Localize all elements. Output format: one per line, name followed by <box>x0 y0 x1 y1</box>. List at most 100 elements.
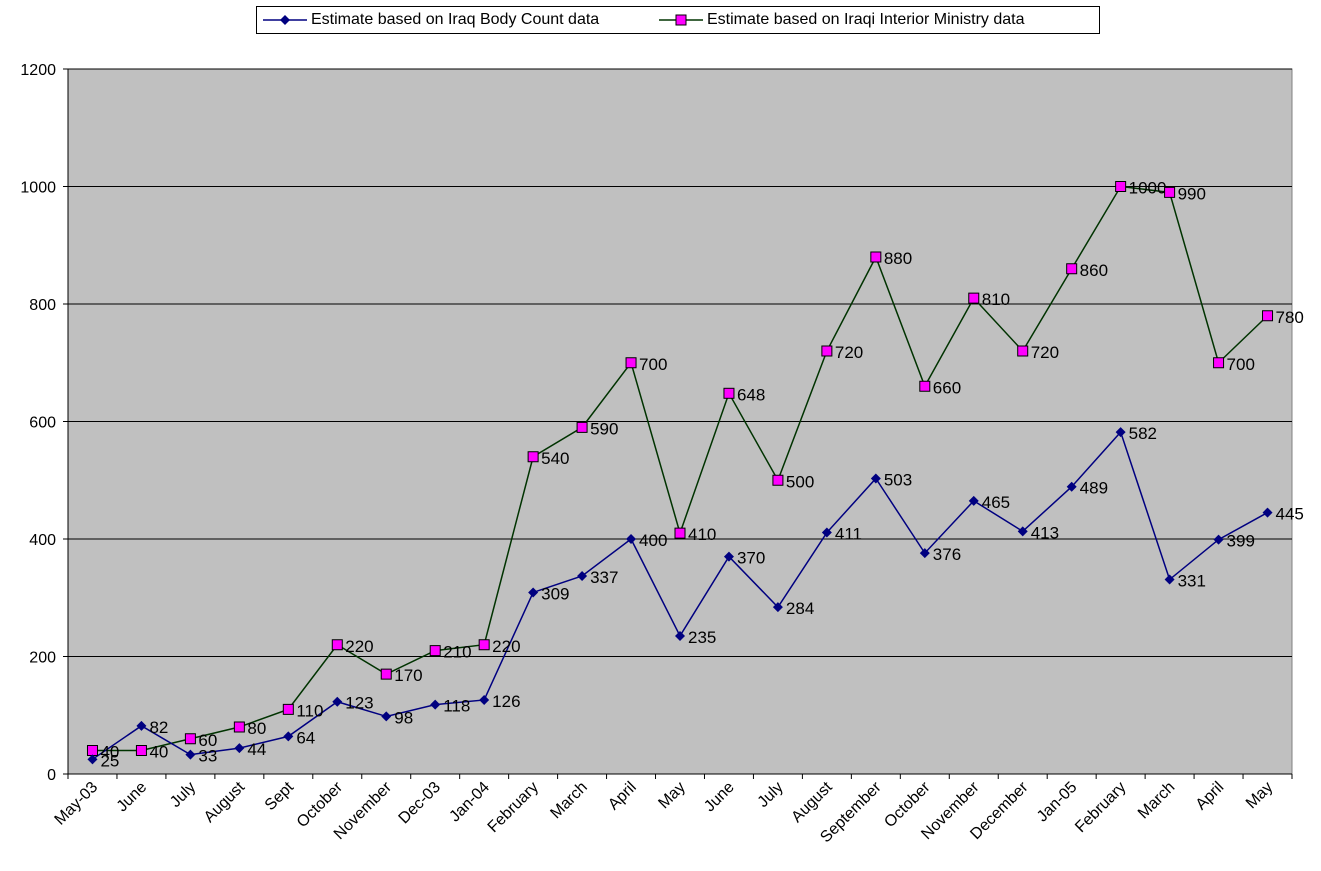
data-point-series-2 <box>184 733 196 745</box>
data-label-series-2: 700 <box>1227 355 1255 374</box>
legend-label-series-2: Estimate based on Iraqi Interior Ministr… <box>707 11 1025 28</box>
x-tick-label: July <box>755 779 787 811</box>
data-point-series-2 <box>527 451 539 463</box>
x-tick-label: May-03 <box>52 779 102 829</box>
y-tick-label: 600 <box>29 415 56 432</box>
data-point-series-2 <box>1164 186 1176 198</box>
data-point-series-2 <box>576 421 588 433</box>
legend-item-iraq-body-count: Estimate based on Iraq Body Count data <box>263 7 599 33</box>
data-label-series-1: 582 <box>1129 424 1157 443</box>
data-label-series-1: 64 <box>296 728 315 747</box>
x-tick-label: August <box>788 778 836 826</box>
data-point-series-1 <box>430 699 441 710</box>
data-point-series-1 <box>332 696 343 707</box>
chart-legend: Estimate based on Iraq Body Count data E… <box>256 6 1100 34</box>
data-point-series-1 <box>1066 481 1077 492</box>
x-tick-label: March <box>547 779 590 822</box>
data-label-series-2: 220 <box>492 637 520 656</box>
legend-label-series-1: Estimate based on Iraq Body Count data <box>311 11 600 28</box>
x-tick-label: Jan-05 <box>1034 779 1081 826</box>
data-point-series-1 <box>1262 507 1273 518</box>
data-label-series-2: 880 <box>884 249 912 268</box>
data-label-series-1: 44 <box>247 740 266 759</box>
legend-diamond-marker-icon <box>263 15 307 25</box>
y-tick-label: 1000 <box>20 180 56 197</box>
data-point-series-1 <box>185 749 196 760</box>
data-point-series-2 <box>1017 345 1029 357</box>
data-point-series-2 <box>674 527 686 539</box>
x-tick-label: August <box>201 778 249 826</box>
data-label-series-2: 1000 <box>1129 179 1167 198</box>
data-label-series-2: 170 <box>394 666 422 685</box>
data-point-series-1 <box>675 630 685 641</box>
data-label-series-2: 500 <box>786 472 814 491</box>
data-label-series-2: 700 <box>639 355 667 374</box>
data-point-series-1 <box>772 602 783 613</box>
data-point-series-1 <box>1115 427 1126 438</box>
data-label-series-2: 40 <box>100 743 119 762</box>
data-label-series-2: 410 <box>688 525 716 544</box>
data-point-series-2 <box>282 703 294 715</box>
x-tick-label: April <box>605 779 640 814</box>
x-tick-label: April <box>1193 779 1228 814</box>
x-tick-label: Jan-04 <box>446 779 493 826</box>
data-point-series-1 <box>1017 526 1028 537</box>
data-label-series-1: 235 <box>688 628 716 647</box>
data-point-series-2 <box>723 387 735 399</box>
data-label-series-1: 465 <box>982 493 1010 512</box>
legend-square-marker-icon <box>659 14 703 26</box>
data-label-series-2: 210 <box>443 643 471 662</box>
data-label-series-2: 220 <box>345 637 373 656</box>
data-label-series-1: 98 <box>394 708 413 727</box>
y-tick-label: 800 <box>29 297 56 314</box>
y-tick-label: 200 <box>29 650 56 667</box>
data-label-series-1: 284 <box>786 599 814 618</box>
data-point-series-2 <box>478 639 490 651</box>
data-point-series-2 <box>625 357 637 369</box>
data-point-series-1 <box>626 534 637 544</box>
data-point-series-2 <box>772 474 784 486</box>
data-label-series-2: 648 <box>737 385 765 404</box>
data-label-series-1: 25 <box>100 751 119 770</box>
data-label-series-2: 720 <box>835 343 863 362</box>
data-label-series-1: 337 <box>590 568 618 587</box>
data-point-series-2 <box>968 292 980 304</box>
x-tick-label: February <box>1072 779 1129 836</box>
x-tick-label: July <box>167 779 199 811</box>
data-label-series-1: 399 <box>1227 532 1255 551</box>
y-tick-label: 1200 <box>20 62 56 79</box>
x-tick-label: Dec-03 <box>396 779 445 828</box>
data-label-series-1: 370 <box>737 549 765 568</box>
data-label-series-1: 376 <box>933 545 961 564</box>
data-label-series-1: 411 <box>835 525 862 544</box>
x-tick-label: June <box>701 779 738 816</box>
x-tick-label: May <box>655 779 688 812</box>
data-point-series-1 <box>528 587 539 598</box>
data-point-series-1 <box>1213 534 1224 545</box>
data-label-series-2: 60 <box>198 731 217 750</box>
data-label-series-1: 123 <box>345 694 373 713</box>
data-label-series-2: 780 <box>1276 308 1304 327</box>
x-tick-label: Sept <box>262 778 298 814</box>
data-point-series-1 <box>381 711 392 722</box>
data-point-series-1 <box>919 548 930 559</box>
data-point-series-2 <box>870 251 882 263</box>
x-tick-label: March <box>1135 779 1178 822</box>
data-point-series-1 <box>821 527 832 538</box>
data-label-series-1: 309 <box>541 584 569 603</box>
data-point-series-2 <box>1066 263 1078 275</box>
data-point-series-1 <box>87 754 98 765</box>
data-point-series-1 <box>136 720 147 731</box>
y-tick-label: 0 <box>47 767 56 784</box>
x-tick-label: May <box>1243 779 1276 812</box>
data-point-series-2 <box>331 639 343 651</box>
data-point-series-2 <box>919 380 931 392</box>
data-point-series-1 <box>870 473 881 484</box>
data-point-series-2 <box>1213 357 1225 369</box>
data-point-series-1 <box>968 495 979 506</box>
data-label-series-2: 80 <box>247 719 266 738</box>
data-point-series-2 <box>233 721 245 733</box>
data-label-series-2: 810 <box>982 290 1010 309</box>
data-label-series-1: 33 <box>198 747 217 766</box>
data-label-series-1: 413 <box>1031 523 1059 542</box>
